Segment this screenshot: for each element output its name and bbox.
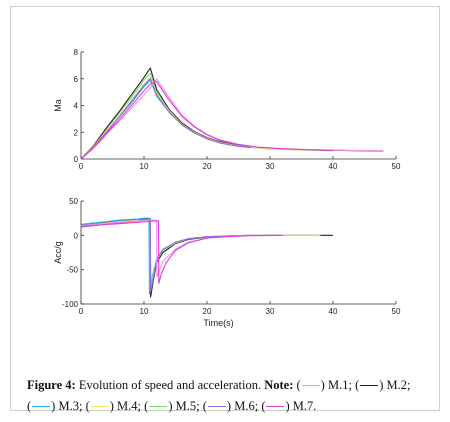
- legend-separator: .: [313, 399, 317, 413]
- legend-paren-close: ): [109, 399, 118, 413]
- legend-paren-close: ): [226, 399, 235, 413]
- y-axis-label: Ma: [53, 99, 63, 112]
- legend-item-6: () M.6;: [203, 399, 258, 413]
- legend-item-3: () M.3;: [27, 399, 82, 413]
- legend-paren-open: (: [85, 399, 90, 413]
- y-tick-label: 8: [74, 48, 79, 57]
- y-tick-label: 6: [74, 75, 79, 84]
- series-line-1: [80, 219, 315, 291]
- note-label: Note:: [264, 378, 294, 392]
- legend-paren-open: (: [355, 378, 360, 392]
- legend-paren-open: (: [27, 399, 32, 413]
- legend-paren-close: ): [285, 399, 293, 413]
- x-tick-label: 50: [392, 307, 401, 316]
- legend-paren-open: (: [202, 399, 207, 413]
- series-line-3: [80, 217, 270, 295]
- legend-paren-close: ): [379, 378, 387, 392]
- y-tick-label: 50: [69, 197, 78, 206]
- series-line-7: [80, 80, 334, 160]
- x-tick-label: 10: [140, 162, 149, 171]
- caption-text: Evolution of speed and acceleration.: [78, 378, 262, 392]
- series-line-4: [80, 76, 315, 160]
- x-tick-label: 30: [266, 307, 275, 316]
- legend-paren-close: ): [168, 399, 176, 413]
- series-line-6: [80, 78, 384, 160]
- legend-paren-close: ): [51, 399, 59, 413]
- legend-label: M.2: [386, 378, 408, 392]
- x-tick-label: 0: [79, 162, 84, 171]
- legend-swatch: [149, 405, 168, 407]
- x-tick-label: 0: [79, 307, 84, 316]
- legend-separator: ;: [196, 399, 200, 413]
- legend-label: M.4: [117, 399, 138, 413]
- legend-item-7: () M.7.: [261, 399, 316, 413]
- legend-swatch: [360, 384, 379, 386]
- x-tick-label: 40: [329, 307, 338, 316]
- legend-swatch: [32, 405, 51, 407]
- x-tick-label: 10: [140, 307, 149, 316]
- series-line-4: [80, 218, 321, 291]
- legend-swatch: [90, 405, 109, 407]
- series-line-2: [80, 218, 333, 298]
- legend-label: M.6: [234, 399, 255, 413]
- legend-paren-close: ): [320, 378, 328, 392]
- series-line-5: [80, 78, 252, 160]
- y-tick-label: 0: [74, 231, 79, 240]
- chart-2: 0 10 20 30 40 50 -100 -50 0 50 Acc/g Time(s): [53, 197, 401, 328]
- legend-item-5: () M.5;: [144, 399, 199, 413]
- figure-frame: 0 10 20 30 40 50 0 2 4 6 8 Ma 0 10 20 30 40 50 -100 -50 0 50 A…: [10, 6, 440, 413]
- legend-item-1: () M.1;: [296, 378, 351, 392]
- legend-separator: ;: [348, 378, 352, 392]
- x-tick-label: 20: [203, 162, 212, 171]
- legend-paren-open: (: [296, 378, 301, 392]
- legend-paren-open: (: [144, 399, 149, 413]
- legend-label: M.1: [327, 378, 349, 392]
- y-tick-label: -50: [66, 266, 78, 275]
- legend: () M.1; () M.2; () M.3; () M.4; () M.5; …: [27, 378, 411, 413]
- x-tick-label: 30: [266, 162, 275, 171]
- chart-1: 0 10 20 30 40 50 0 2 4 6 8 Ma: [53, 48, 401, 171]
- figure-caption: Figure 4: Evolution of speed and acceler…: [27, 375, 447, 417]
- figure-plots: 0 10 20 30 40 50 0 2 4 6 8 Ma 0 10 20 30 40 50 -100 -50 0 50 A…: [53, 48, 401, 328]
- series-line-6: [80, 219, 283, 278]
- legend-separator: ;: [254, 399, 259, 413]
- series-line-7: [80, 220, 283, 284]
- legend-separator: ;: [78, 399, 83, 413]
- legend-swatch: [207, 405, 226, 407]
- legend-swatch: [266, 405, 285, 407]
- legend-label: M.7: [292, 399, 314, 413]
- y-tick-label: -100: [62, 300, 79, 309]
- legend-label: M.5: [175, 399, 197, 413]
- x-axis-label: Time(s): [203, 318, 233, 328]
- legend-item-2: () M.2;: [355, 378, 410, 392]
- legend-separator: ;: [407, 378, 411, 392]
- y-tick-label: 4: [74, 102, 79, 111]
- legend-label: M.3: [58, 399, 79, 413]
- legend-item-4: () M.4;: [86, 399, 141, 413]
- y-tick-label: 2: [74, 128, 79, 137]
- y-axis-label: Acc/g: [53, 241, 63, 264]
- caption-label: Figure 4:: [27, 378, 76, 392]
- series-line-5: [80, 218, 252, 293]
- x-tick-label: 50: [392, 162, 401, 171]
- legend-paren-open: (: [261, 399, 266, 413]
- x-tick-label: 20: [203, 307, 212, 316]
- legend-separator: ;: [137, 399, 142, 413]
- legend-swatch: [301, 384, 320, 386]
- y-tick-label: 0: [74, 155, 79, 164]
- x-tick-label: 40: [329, 162, 338, 171]
